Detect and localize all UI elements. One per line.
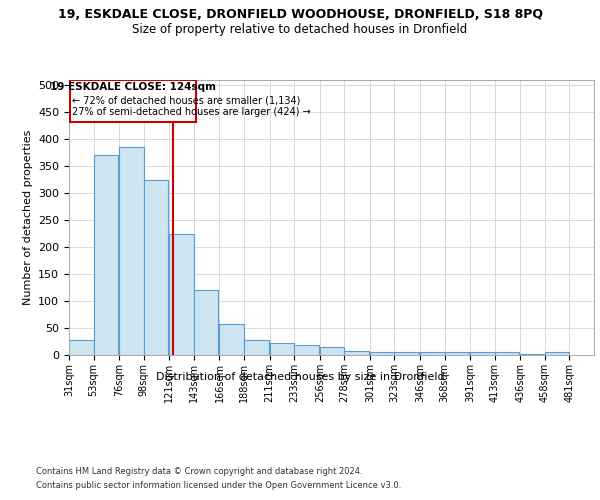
Bar bbox=[470, 352, 495, 355]
Bar bbox=[344, 350, 369, 355]
Bar bbox=[220, 324, 244, 355]
Y-axis label: Number of detached properties: Number of detached properties bbox=[23, 130, 32, 305]
Text: ← 72% of detached houses are smaller (1,134): ← 72% of detached houses are smaller (1,… bbox=[72, 95, 300, 105]
Bar bbox=[294, 346, 319, 355]
Bar bbox=[545, 352, 569, 355]
Bar bbox=[394, 352, 419, 355]
Bar bbox=[94, 156, 118, 355]
Text: Size of property relative to detached houses in Dronfield: Size of property relative to detached ho… bbox=[133, 22, 467, 36]
FancyBboxPatch shape bbox=[70, 80, 196, 122]
Bar bbox=[370, 352, 394, 355]
Bar bbox=[69, 340, 94, 355]
Text: Contains public sector information licensed under the Open Government Licence v3: Contains public sector information licen… bbox=[36, 481, 401, 490]
Bar bbox=[495, 352, 520, 355]
Bar bbox=[269, 343, 294, 355]
Text: 27% of semi-detached houses are larger (424) →: 27% of semi-detached houses are larger (… bbox=[72, 107, 311, 117]
Bar bbox=[119, 148, 143, 355]
Text: 19, ESKDALE CLOSE, DRONFIELD WOODHOUSE, DRONFIELD, S18 8PQ: 19, ESKDALE CLOSE, DRONFIELD WOODHOUSE, … bbox=[58, 8, 542, 20]
Bar bbox=[445, 352, 469, 355]
Bar bbox=[169, 234, 194, 355]
Bar bbox=[320, 348, 344, 355]
Text: Contains HM Land Registry data © Crown copyright and database right 2024.: Contains HM Land Registry data © Crown c… bbox=[36, 468, 362, 476]
Bar bbox=[244, 340, 269, 355]
Bar bbox=[194, 290, 218, 355]
Bar bbox=[420, 352, 445, 355]
Text: Distribution of detached houses by size in Dronfield: Distribution of detached houses by size … bbox=[155, 372, 445, 382]
Bar bbox=[520, 354, 545, 355]
Bar bbox=[143, 180, 168, 355]
Text: 19 ESKDALE CLOSE: 124sqm: 19 ESKDALE CLOSE: 124sqm bbox=[50, 82, 216, 92]
